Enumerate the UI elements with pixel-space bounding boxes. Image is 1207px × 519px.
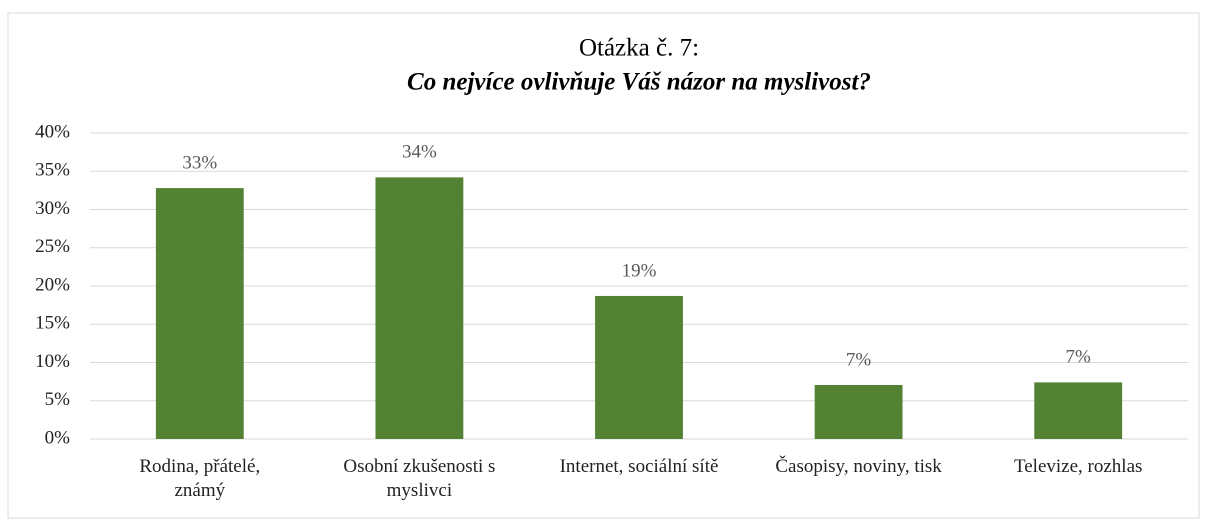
bar — [595, 295, 683, 439]
y-tick-label: 10% — [35, 351, 70, 372]
chart-title: Otázka č. 7: — [579, 35, 699, 62]
y-tick-label: 40% — [35, 121, 70, 142]
data-label: 19% — [622, 260, 657, 281]
chart-subtitle: Co nejvíce ovlivňuje Váš názor na mysliv… — [407, 69, 871, 96]
x-tick-label: Časopisy, noviny, tisk — [775, 456, 942, 477]
data-label: 33% — [182, 152, 217, 173]
y-tick-label: 0% — [45, 427, 71, 448]
x-tick-label: Internet, sociální sítě — [559, 456, 719, 477]
y-tick-label: 35% — [35, 160, 70, 181]
y-tick-label: 25% — [35, 236, 70, 257]
y-tick-label: 20% — [35, 274, 70, 295]
bar — [155, 188, 244, 439]
bar — [375, 177, 464, 439]
y-tick-label: 5% — [45, 389, 71, 410]
x-tick-label: Rodina, přátelé, známý — [139, 456, 261, 501]
bar — [814, 384, 903, 439]
data-label: 34% — [402, 142, 437, 163]
bar — [1034, 382, 1123, 439]
y-tick-label: 15% — [35, 313, 70, 334]
x-tick-label: Televize, rozhlas — [1013, 456, 1143, 477]
data-label: 7% — [846, 349, 872, 370]
data-label: 7% — [1066, 347, 1092, 368]
y-tick-label: 30% — [35, 198, 70, 219]
x-tick-label: Osobní zkušenosti s myslivci — [343, 456, 496, 501]
